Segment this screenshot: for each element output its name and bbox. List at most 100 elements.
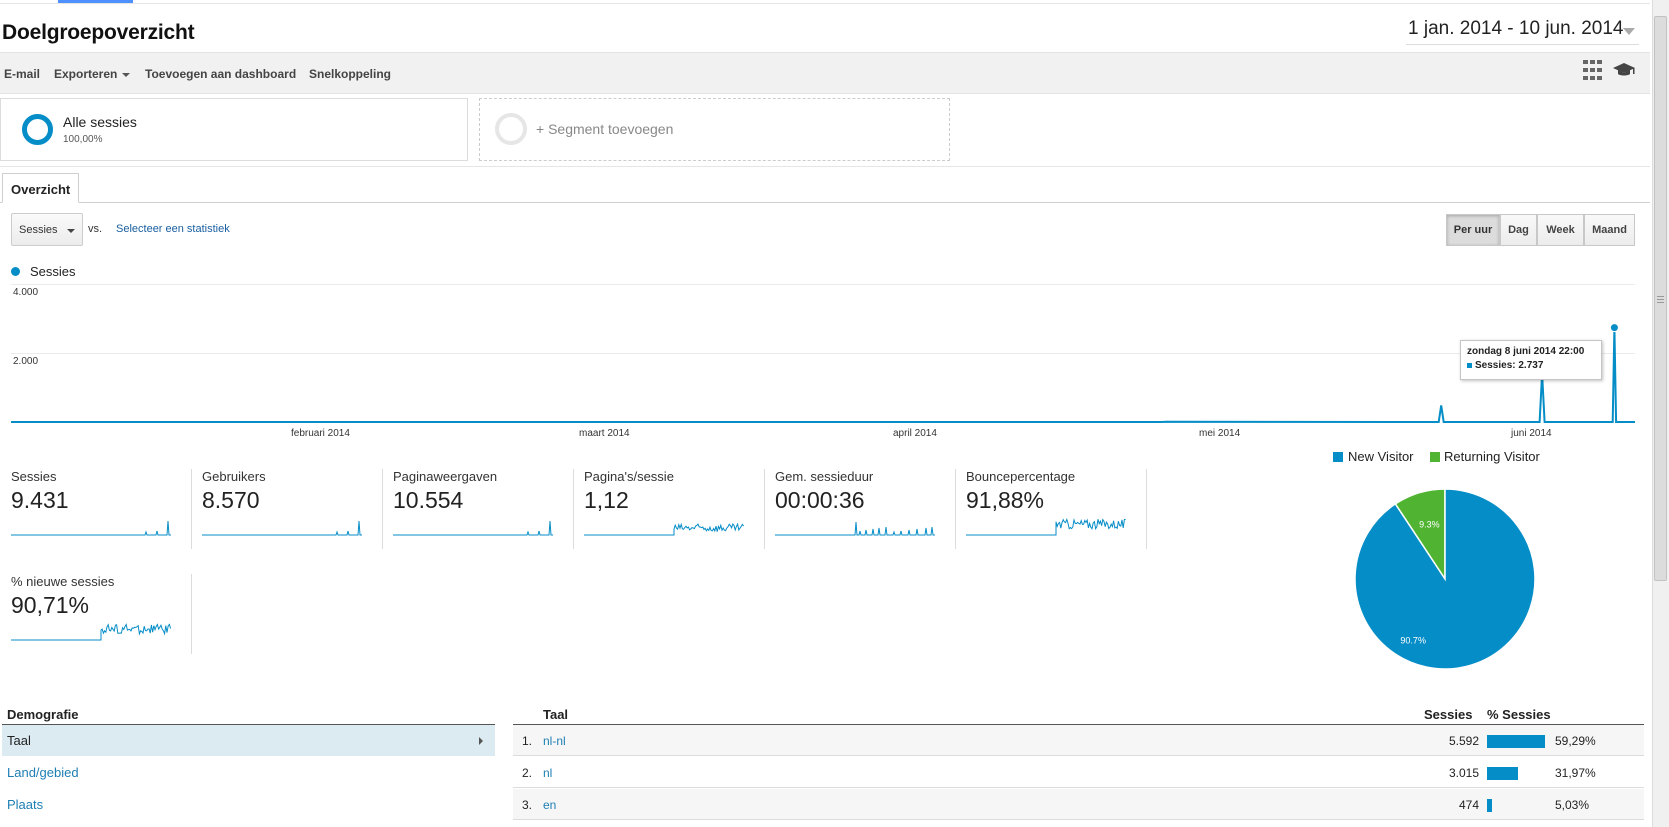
x-tick-label: februari 2014 [291,428,350,439]
legend-swatch-returning-visitor [1430,452,1440,462]
add-segment-button[interactable] [479,98,950,161]
column-header-sessions: Sessies [1424,707,1473,722]
row-rank: 1. [522,734,533,748]
segment-card-all-sessions[interactable] [0,98,468,161]
granularity-hour-button[interactable]: Per uur [1446,214,1500,246]
granularity-day-button[interactable]: Dag [1500,214,1537,246]
row-sessions: 5.592 [1448,734,1479,748]
scorecard-pages-per-session[interactable]: Pagina's/sessie 1,12 [584,469,764,549]
metric-select-value: Sessies [19,224,58,236]
scrollbar-grip [1657,296,1664,297]
demographics-item-country[interactable]: Land/gebied [7,765,79,780]
scorecard-bounce-rate[interactable]: Bouncepercentage 91,88% [966,469,1146,549]
column-header-pct-sessions: % Sessies [1487,707,1551,722]
card-divider [764,469,765,549]
scorecard-value: 91,88% [966,487,1045,513]
row-pct: 5,03% [1555,798,1590,812]
scorecard-value: 10.554 [393,487,464,513]
scrollbar-grip [1657,302,1664,303]
table-row: 3. en 474 5,03% [513,789,1644,820]
series-legend-dot [11,267,20,276]
row-rank: 3. [522,798,533,812]
tooltip-value-row: Sessies: 2.737 [1467,360,1601,371]
email-button[interactable]: E-mail [4,67,41,81]
tab-baseline [0,202,1650,203]
x-tick-label: mei 2014 [1199,428,1241,439]
vs-label: vs. [88,223,103,235]
sparkline-path [202,520,362,536]
scorecard-pageviews[interactable]: Paginaweergaven 10.554 [393,469,573,549]
granularity-week-button[interactable]: Week [1537,214,1584,246]
empty-segment-icon [495,113,527,145]
sparkline [775,521,935,536]
row-language-link[interactable]: nl [543,766,553,780]
segment-name: Alle sessies [63,114,137,130]
sessions-line-chart[interactable] [11,280,1635,426]
chevron-down-icon [67,229,75,233]
gridline [11,284,1635,285]
x-tick-label: maart 2014 [579,428,630,439]
add-segment-label: + Segment toevoegen [536,121,674,137]
card-divider [573,469,574,549]
y-tick-label: 4.000 [13,287,39,298]
column-header-language: Taal [543,707,569,722]
sparkline-path [11,520,171,536]
chevron-right-icon [479,737,483,745]
hover-point [1609,323,1619,333]
series-color-square [1467,362,1472,368]
legend-swatch-new-visitor [1333,452,1343,462]
top-divider [0,3,1650,4]
metric-select[interactable]: Sessies [11,213,83,246]
top-accent-bar [58,0,133,3]
legend-label-returning-visitor: Returning Visitor [1444,449,1540,464]
card-divider [191,469,192,549]
scrollbar-thumb[interactable] [1654,16,1667,581]
sparkline [966,517,1126,536]
date-range-picker[interactable]: 1 jan. 2014 - 10 jun. 2014 [1406,14,1639,45]
series-legend-label: Sessies [30,264,76,279]
sparkline-path [11,623,172,641]
scorecard-value: 8.570 [202,487,260,513]
export-label: Exporteren [54,67,118,81]
grid-icon[interactable] [1583,60,1602,80]
table-row: 1. nl-nl 5.592 59,29% [513,725,1644,756]
scorecard-avg-session-duration[interactable]: Gem. sessieduur 00:00:36 [775,469,955,549]
select-metric-link[interactable]: Selecteer een statistiek [116,223,230,235]
segment-donut-icon [22,114,53,145]
row-language-link[interactable]: en [543,798,557,812]
page-title: Doelgroepoverzicht [2,21,195,44]
scorecard-label: Paginaweergaven [393,469,498,484]
demographics-heading: Demografie [7,707,79,722]
granularity-month-button[interactable]: Maand [1584,214,1635,246]
visitor-type-pie-chart[interactable]: 9.3% 90.7% [1345,479,1545,679]
row-rank: 2. [522,766,533,780]
tooltip-value: Sessies: 2.737 [1475,360,1544,371]
table-row: 2. nl 3.015 31,97% [513,757,1644,788]
caret-down-icon [122,72,131,77]
legend-label-new-visitor: New Visitor [1348,449,1414,464]
export-button[interactable]: Exporteren [54,67,131,81]
scorecard-users[interactable]: Gebruikers 8.570 [202,469,382,549]
sparkline-path [584,522,744,536]
sparkline-path [775,521,935,536]
scorecard-value: 90,71% [11,592,90,618]
scorecard-label: Pagina's/sessie [584,469,674,484]
series-line-sessions [11,327,1635,424]
row-language-link[interactable]: nl-nl [543,734,566,748]
scorecard-new-sessions[interactable]: % nieuwe sessies 90,71% [11,574,191,654]
add-to-dashboard-button[interactable]: Toevoegen aan dashboard [145,67,297,81]
y-tick-label: 2.000 [13,356,39,367]
sparkline [11,623,172,641]
tab-overzicht[interactable]: Overzicht [2,173,79,203]
pie-label-new-visitor: 90.7% [1400,636,1426,646]
demographics-item-language[interactable]: Taal [2,725,495,756]
scorecard-label: Gem. sessieduur [775,469,874,484]
x-tick-label: april 2014 [893,428,937,439]
shortcut-button[interactable]: Snelkoppeling [309,67,392,81]
graduation-cap-icon[interactable] [1613,62,1635,78]
row-share-bar [1487,735,1546,748]
card-divider [382,469,383,549]
segment-percentage: 100,00% [63,134,103,145]
demographics-item-city[interactable]: Plaats [7,797,44,812]
scorecard-sessions[interactable]: Sessies 9.431 [11,469,191,549]
